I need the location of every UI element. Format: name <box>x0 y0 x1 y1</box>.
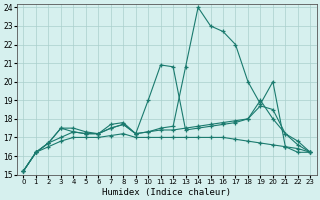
X-axis label: Humidex (Indice chaleur): Humidex (Indice chaleur) <box>102 188 231 197</box>
